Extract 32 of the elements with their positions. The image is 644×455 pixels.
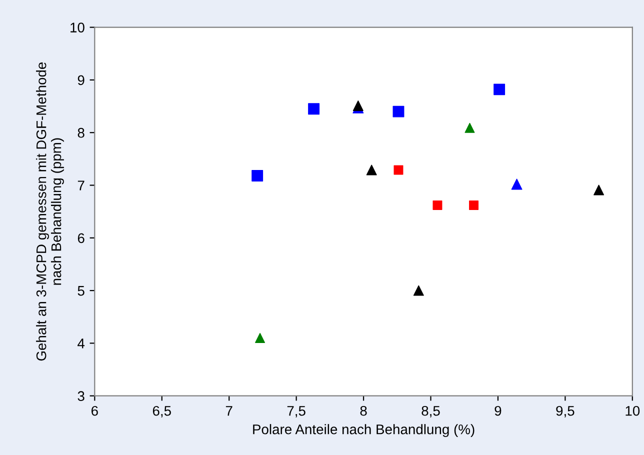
x-tick-label: 7,5 [287,406,306,418]
x-tick-label: 6,5 [152,406,171,418]
x-axis-title: Polare Anteile nach Behandlung (%) [253,424,474,438]
point [394,165,404,175]
point [464,122,475,133]
point [594,184,604,196]
y-tick-label: 3 [78,391,84,402]
y-tick-label: 4 [78,338,85,348]
x-tick-label: 8 [360,406,367,416]
point [252,170,264,182]
y-tick-label: 10 [70,22,84,32]
point [494,84,506,96]
y-tick-label: 9 [78,75,84,86]
y-tick-label: 8 [78,128,84,138]
x-tick-label: 6 [92,406,98,416]
point [469,200,479,210]
x-tick-label: 10 [626,406,640,416]
x-tick-label: 9 [494,406,502,416]
x-tick-label: 8,5 [422,406,440,418]
point [366,164,377,176]
x-tick-label: 7 [226,406,232,416]
point [413,285,424,296]
y-tick-label: 7 [78,180,84,190]
point [308,103,320,115]
point [511,178,522,190]
y-tick-label: 6 [78,233,84,244]
point [392,106,404,118]
point [432,200,442,210]
y-tick-label: 5 [78,286,84,296]
y-axis-title: Gehalt an 3-MCPD gemessen mit DGF-Methode nach Behandlung (ppm) [36,62,64,361]
point [255,332,266,343]
x-tick-label: 9,5 [556,406,574,418]
